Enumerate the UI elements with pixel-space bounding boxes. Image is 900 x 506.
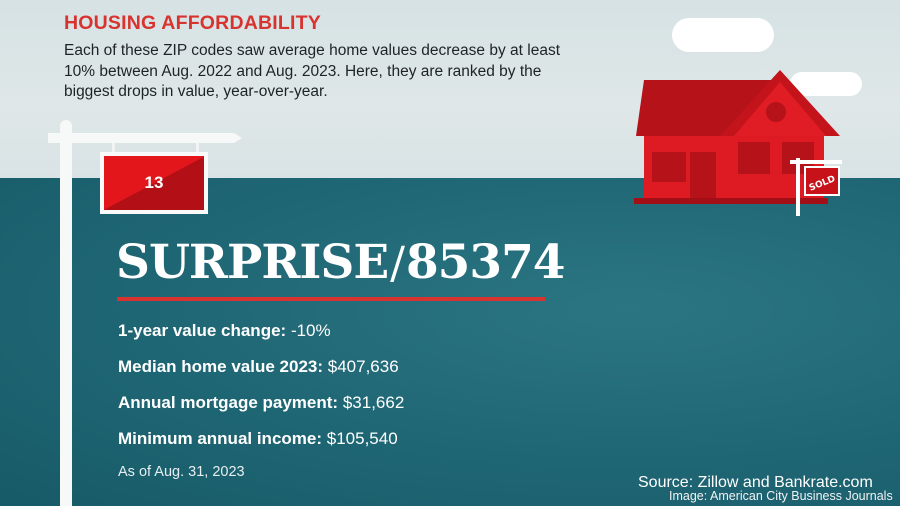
title-underline bbox=[117, 297, 545, 301]
stats-list: 1-year value change: -10% Median home va… bbox=[118, 321, 404, 465]
stat-label: Median home value 2023: bbox=[118, 357, 324, 376]
stat-label: 1-year value change: bbox=[118, 321, 287, 340]
stat-value: -10% bbox=[290, 321, 331, 340]
source-note: Source: Zillow and Bankrate.com bbox=[638, 474, 873, 491]
teal-ground-background bbox=[0, 178, 900, 506]
sign-hook bbox=[196, 143, 199, 153]
signpost-pole bbox=[60, 120, 72, 506]
stat-value-change: 1-year value change: -10% bbox=[118, 321, 404, 357]
rank-sign: 13 bbox=[100, 152, 208, 214]
rank-number: 13 bbox=[144, 173, 164, 192]
stat-value: $407,636 bbox=[327, 357, 399, 376]
stat-minimum-income: Minimum annual income: $105,540 bbox=[118, 429, 404, 465]
city-name: SURPRISE bbox=[116, 235, 389, 290]
stat-value: $105,540 bbox=[326, 429, 398, 448]
stat-label: Annual mortgage payment: bbox=[118, 393, 339, 412]
cloud-icon bbox=[672, 18, 774, 52]
cloud-icon bbox=[790, 72, 862, 96]
zip-code: 85374 bbox=[405, 235, 566, 290]
stat-label: Minimum annual income: bbox=[118, 429, 323, 448]
separator: / bbox=[390, 238, 405, 289]
intro-text: Each of these ZIP codes saw average home… bbox=[64, 42, 560, 100]
kicker-heading: HOUSING AFFORDABILITY bbox=[64, 12, 321, 34]
stat-value: $31,662 bbox=[342, 393, 405, 412]
sold-sign-icon: SOLD bbox=[790, 158, 842, 216]
sign-hook bbox=[112, 143, 115, 153]
image-credit: Image: American City Business Journals bbox=[669, 489, 893, 503]
signpost-arm bbox=[48, 133, 242, 143]
stat-mortgage-payment: Annual mortgage payment: $31,662 bbox=[118, 393, 404, 429]
as-of-date: As of Aug. 31, 2023 bbox=[118, 464, 245, 480]
stat-median-home-value: Median home value 2023: $407,636 bbox=[118, 357, 404, 393]
location-title: SURPRISE/85374 bbox=[116, 236, 565, 291]
